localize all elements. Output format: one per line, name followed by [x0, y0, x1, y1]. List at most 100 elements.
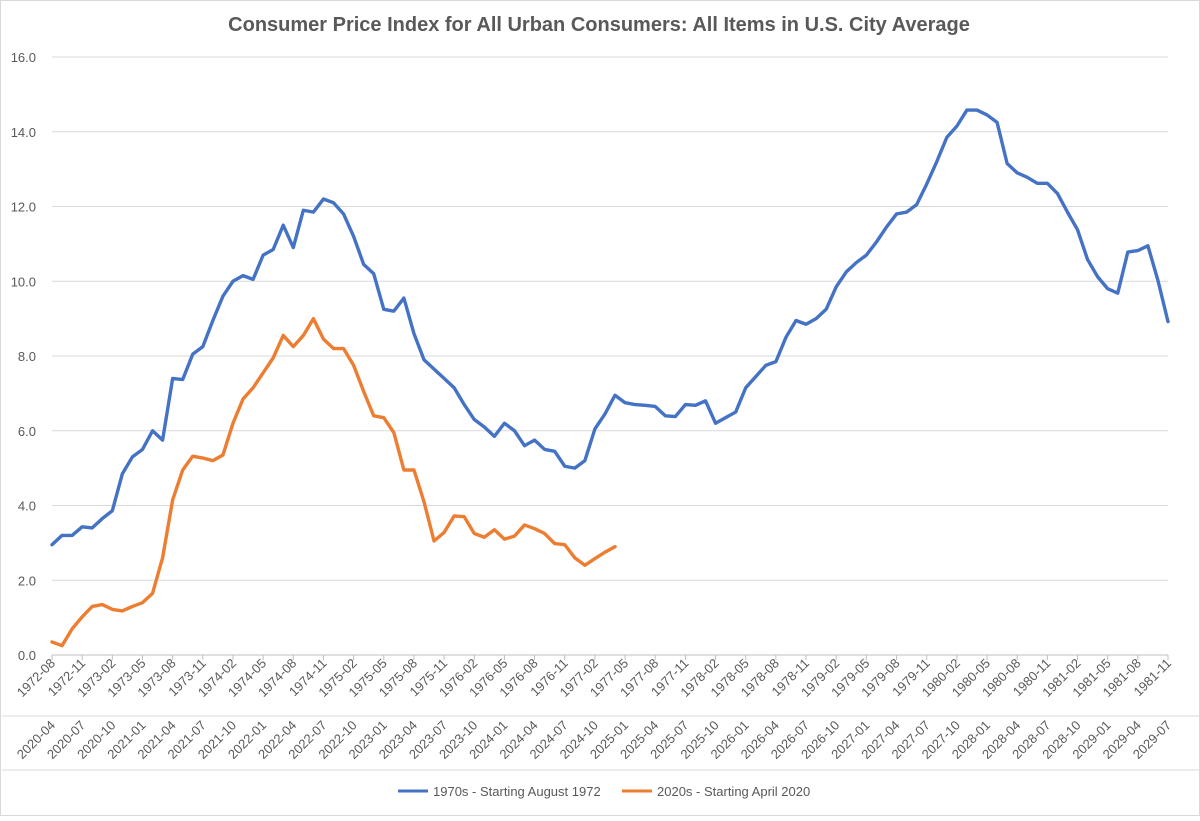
data-point [483, 536, 486, 539]
data-point [463, 515, 466, 518]
data-point [574, 557, 576, 559]
data-point [503, 538, 506, 540]
data-point [161, 557, 164, 559]
data-point [433, 540, 435, 542]
data-point [141, 601, 144, 604]
data-point [493, 528, 496, 531]
data-point [71, 628, 73, 630]
data-point [161, 439, 164, 441]
data-point [272, 248, 274, 251]
data-point [1056, 192, 1059, 195]
data-point [563, 465, 566, 468]
data-point [925, 183, 928, 185]
data-point [1086, 258, 1089, 261]
data-point [423, 500, 425, 503]
data-point [765, 364, 767, 367]
data-point [61, 534, 63, 537]
data-point [865, 254, 868, 256]
data-point [252, 278, 254, 281]
data-point [543, 448, 546, 451]
data-point [362, 390, 365, 393]
data-point [362, 263, 365, 266]
data-point [604, 551, 606, 554]
data-point [483, 426, 486, 428]
data-point [151, 592, 154, 595]
data-point [1157, 279, 1159, 282]
data-point [111, 509, 114, 512]
data-point [141, 448, 144, 451]
data-point [252, 386, 254, 389]
data-point [212, 459, 214, 462]
data-point [463, 403, 466, 406]
legend-label-2020s: 2020s - Starting April 2020 [657, 784, 810, 799]
legend-label-1970s: 1970s - Starting August 1972 [433, 784, 601, 799]
y-tick-label: 16.0 [11, 50, 36, 65]
data-point [393, 310, 395, 312]
data-point [584, 564, 586, 567]
data-point [91, 605, 94, 608]
data-point [242, 274, 244, 277]
data-point [1147, 244, 1149, 247]
data-point [222, 454, 224, 456]
data-point [292, 345, 295, 348]
data-point [624, 401, 626, 404]
data-point [232, 422, 234, 425]
data-point [956, 125, 958, 127]
data-point [151, 429, 154, 432]
data-point [1137, 249, 1139, 252]
data-point [543, 532, 546, 535]
data-point [443, 531, 445, 534]
data-point [935, 160, 938, 163]
data-point [905, 211, 908, 213]
data-point [734, 411, 737, 413]
data-point [81, 526, 83, 528]
data-point [443, 377, 445, 380]
data-point [855, 261, 858, 264]
data-point [1167, 320, 1169, 323]
data-point [202, 457, 204, 459]
data-point [1046, 182, 1049, 185]
data-point [222, 295, 224, 298]
data-point [111, 608, 114, 611]
y-tick-label: 4.0 [18, 499, 36, 514]
data-point [262, 372, 264, 374]
data-point [292, 246, 295, 249]
data-point [71, 534, 73, 537]
data-point [282, 334, 285, 337]
data-point [895, 213, 898, 215]
data-point [674, 415, 677, 418]
data-point [372, 272, 375, 275]
data-point [131, 605, 134, 608]
data-point [342, 347, 345, 350]
data-point [242, 398, 244, 400]
data-point [413, 332, 415, 335]
data-point [664, 415, 667, 417]
data-point [282, 224, 285, 226]
data-point [272, 357, 274, 359]
data-point [533, 439, 536, 441]
data-point [654, 405, 657, 408]
y-tick-label: 6.0 [18, 424, 36, 439]
data-point [131, 456, 134, 458]
data-point [815, 317, 817, 320]
data-point [996, 121, 998, 124]
data-point [594, 557, 596, 560]
data-point [503, 422, 506, 425]
data-point [594, 428, 596, 430]
data-point [1016, 172, 1018, 174]
data-point [915, 203, 918, 206]
data-point [513, 535, 516, 537]
legend: 1970s - Starting August 1972 2020s - Sta… [398, 784, 810, 799]
series-points-1970s [51, 109, 1169, 546]
data-point [453, 515, 455, 517]
data-point [805, 323, 807, 326]
data-point [704, 400, 707, 402]
series-group [50, 108, 1170, 648]
data-point [513, 429, 516, 432]
data-point [332, 201, 335, 204]
data-point [523, 524, 526, 526]
data-point [312, 211, 315, 213]
data-point [171, 377, 174, 380]
data-point [553, 542, 556, 545]
data-point [1036, 182, 1039, 185]
